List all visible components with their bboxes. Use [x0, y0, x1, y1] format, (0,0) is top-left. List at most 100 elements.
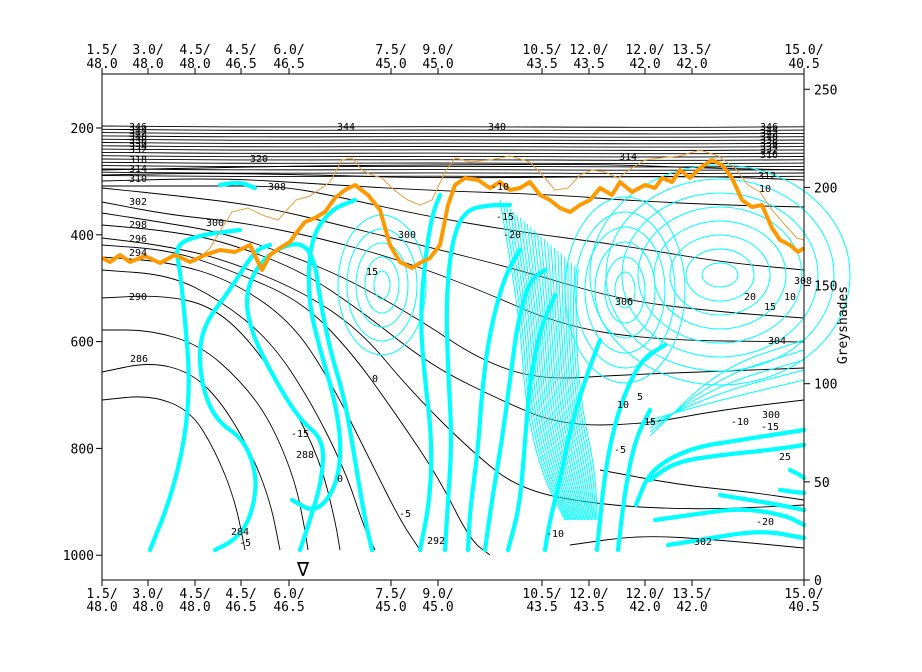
x-top-tick-label: 45.0	[375, 57, 406, 72]
y-right-axis-label: Greyshades	[836, 286, 851, 364]
wind-contour-positive	[670, 235, 770, 315]
wind-contour-negative	[668, 532, 804, 545]
x-top-tick-label: 13.5/	[672, 43, 711, 58]
wind-contour-label: 15	[644, 417, 656, 428]
wind-contour-label: -5	[614, 445, 626, 456]
x-top-tick-label: 43.5	[526, 57, 557, 72]
x-top-tick-label: 48.0	[132, 57, 163, 72]
theta-contour	[102, 139, 804, 140]
theta-contour-label: 300	[762, 410, 780, 421]
theta-contour-label: 290	[129, 292, 147, 303]
wind-contour-negative	[780, 490, 804, 493]
wind-contour-negative	[220, 183, 255, 188]
y-right-tick-label: 200	[814, 181, 837, 196]
wind-contour-negative	[655, 510, 804, 525]
wind-contour-positive	[622, 193, 818, 357]
x-top-tick-label: 42.0	[676, 57, 707, 72]
x-bottom-tick-label: 48.0	[179, 600, 210, 615]
theta-contour	[600, 470, 804, 500]
x-bottom-tick-label: 43.5	[573, 600, 604, 615]
theta-contour	[102, 133, 804, 134]
theta-contour	[102, 162, 804, 163]
theta-contour	[102, 365, 280, 551]
theta-contour-label: 302	[694, 537, 712, 548]
theta-contour-label: 310	[129, 174, 147, 185]
theta-contour-label: 302	[129, 197, 147, 208]
x-top-tick-label: 46.5	[225, 57, 256, 72]
x-top-tick-label: 1.5/	[86, 43, 117, 58]
theta-contour-label: 340	[488, 122, 506, 133]
x-top-tick-label: 7.5/	[375, 43, 406, 58]
theta-contour-label: 286	[130, 354, 148, 365]
theta-contour-label: 294	[129, 248, 147, 259]
x-top-tick-label: 12.0/	[569, 43, 608, 58]
wind-contour-label: 0	[337, 474, 343, 485]
theta-contour-label: 344	[337, 122, 355, 133]
theta-contour-label: 288	[296, 450, 314, 461]
theta-contour	[102, 245, 490, 555]
wind-contour-label: -5	[399, 509, 411, 520]
wind-contour-negative	[150, 230, 240, 550]
theta-contour-label: 306	[615, 297, 633, 308]
wind-contour-label: 20	[744, 292, 756, 303]
y-left-tick-label: 800	[71, 442, 94, 457]
theta-contour-label: 312	[758, 171, 776, 182]
theta-contour	[102, 136, 804, 137]
x-top-tick-label: 3.0/	[132, 43, 163, 58]
x-bottom-tick-label: 46.5	[273, 600, 304, 615]
wind-contour-positive	[565, 197, 685, 383]
wind-contour-label: -15	[291, 429, 309, 440]
wind-contour-label: 5	[637, 392, 643, 403]
x-top-tick-label: 6.0/	[273, 43, 304, 58]
theta-contour-label: 300	[206, 218, 224, 229]
y-left-tick-label: 200	[71, 122, 94, 137]
wind-contour-label: -20	[756, 517, 774, 528]
theta-contour	[102, 152, 804, 153]
x-bottom-tick-label: 42.0	[629, 600, 660, 615]
wind-contour-label: -15	[761, 422, 779, 433]
wind-contour-positive	[365, 257, 399, 313]
theta-contour	[102, 397, 245, 550]
theta-contour	[102, 126, 804, 127]
wind-contour-label: 10	[617, 400, 629, 411]
theta-contour	[102, 146, 804, 147]
wind-contour-label: -5	[239, 538, 251, 549]
y-right-tick-label: 150	[814, 280, 837, 295]
wind-contour-label: -20	[503, 230, 521, 241]
y-right-tick-label: 0	[814, 574, 822, 589]
theta-contour-label: 284	[231, 527, 249, 538]
theta-contour	[102, 129, 804, 130]
wind-contour-label: -10	[491, 182, 509, 193]
x-bottom-tick-label: 43.5	[526, 600, 557, 615]
x-bottom-tick-label: 46.5	[225, 600, 256, 615]
wind-contour-label: 15	[764, 302, 776, 313]
theta-contour	[102, 156, 804, 157]
theta-contour-label: 296	[129, 234, 147, 245]
theta-contour-label: 314	[619, 152, 637, 163]
wind-contour-label: -10	[546, 529, 564, 540]
wind-contour-label: 10	[784, 292, 796, 303]
theta-contour-label: 298	[129, 220, 147, 231]
theta-contour-label: 300	[398, 230, 416, 241]
x-bottom-tick-label: 45.0	[375, 600, 406, 615]
x-bottom-tick-label: 45.0	[422, 600, 453, 615]
y-left-tick-label: 600	[71, 336, 94, 351]
wind-contour-positive	[575, 212, 675, 368]
wind-contour-label: 15	[366, 267, 378, 278]
x-top-tick-label: 4.5/	[225, 43, 256, 58]
wind-contour-label: 0	[372, 374, 378, 385]
wind-contours-negative	[150, 183, 804, 550]
x-top-tick-label: 43.5	[573, 57, 604, 72]
y-right-tick-label: 250	[814, 83, 837, 98]
y-left-tick-label: 1000	[63, 549, 94, 564]
wind-contour-label: -15	[496, 212, 514, 223]
x-bottom-tick-label: 42.0	[676, 600, 707, 615]
theta-contour	[102, 143, 804, 144]
theta-contour-label: 308	[268, 182, 286, 193]
x-top-tick-label: 15.0/	[784, 43, 823, 58]
theta-contour-label: 316	[760, 150, 778, 161]
x-top-tick-label: 10.5/	[522, 43, 561, 58]
x-bottom-tick-label: 40.5	[788, 600, 819, 615]
x-top-tick-label: 12.0/	[625, 43, 664, 58]
wind-contour-negative	[720, 495, 804, 510]
